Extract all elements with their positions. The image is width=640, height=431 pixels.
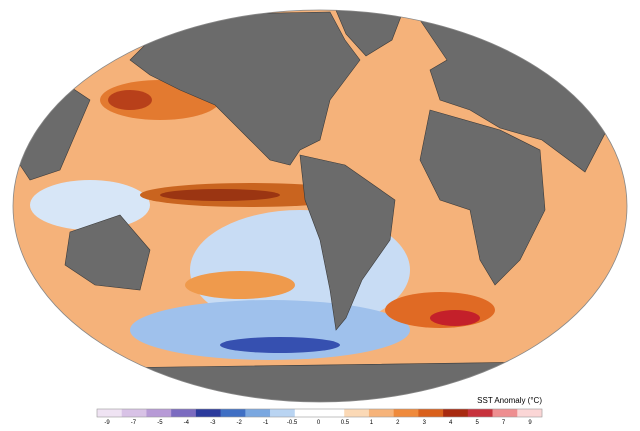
north-america (129, 11, 361, 166)
colorbar-title: SST Anomaly (°C) (477, 396, 542, 405)
colorbar-tick-label: 0 (317, 420, 321, 426)
colorbar-tick-label: 9 (528, 420, 532, 426)
colorbar-frame (96, 408, 543, 418)
colorbar-tick-label: -0.5 (287, 420, 298, 426)
warm-anomaly (108, 90, 152, 110)
colorbar-segment (393, 409, 419, 417)
colorbar-tick-label: -4 (184, 420, 190, 426)
colorbar-tick-label: 0.5 (341, 420, 350, 426)
colorbar-segment (195, 409, 221, 417)
globe-outline (12, 9, 628, 403)
colorbar-segment (492, 409, 518, 417)
colorbar-segment (121, 409, 147, 417)
colorbar-segment (344, 409, 370, 417)
cool-anomaly (30, 180, 150, 230)
colorbar-tick-label: 1 (370, 420, 374, 426)
africa (419, 109, 546, 286)
antarctica (99, 361, 541, 402)
greenland (334, 10, 406, 57)
colorbar-segment (270, 409, 296, 417)
colorbar-segment (294, 409, 320, 417)
colorbar-segment (146, 409, 172, 417)
colorbar-segment (467, 409, 493, 417)
colorbar: -9 -7 -5 -4 -3 -2 -1 -0.5 0 0.5 1 2 3 4 5 7 9 (96, 408, 543, 426)
colorbar-tick-label: -9 (104, 420, 110, 426)
colorbar-tick-label: -5 (157, 420, 163, 426)
colorbar-tick-label: 7 (502, 420, 506, 426)
colorbar-tick-label: 2 (396, 420, 400, 426)
colorbar-segment (517, 409, 543, 417)
colorbar-tick-label: -7 (131, 420, 137, 426)
colorbar-segment (418, 409, 444, 417)
colorbar-segment (443, 409, 469, 417)
colorbar-segment (171, 409, 197, 417)
colorbar-tick-label: 5 (475, 420, 479, 426)
colorbar-tick-label: -3 (210, 420, 216, 426)
south-america (299, 154, 396, 331)
cool-anomaly (220, 337, 340, 353)
colorbar-tick-label: 4 (449, 420, 453, 426)
colorbar-segment (319, 409, 345, 417)
warm-anomaly (185, 271, 295, 299)
australia (64, 214, 151, 291)
colorbar-segment (245, 409, 271, 417)
warm-anomaly (430, 310, 480, 326)
colorbar-segment (97, 409, 123, 417)
colorbar-tick-label: 3 (423, 420, 427, 426)
colorbar-segment (368, 409, 394, 417)
colorbar-tick-label: -1 (263, 420, 269, 426)
colorbar-tick-label: -2 (237, 420, 243, 426)
warm-anomaly (160, 189, 280, 201)
colorbar-segment (220, 409, 246, 417)
